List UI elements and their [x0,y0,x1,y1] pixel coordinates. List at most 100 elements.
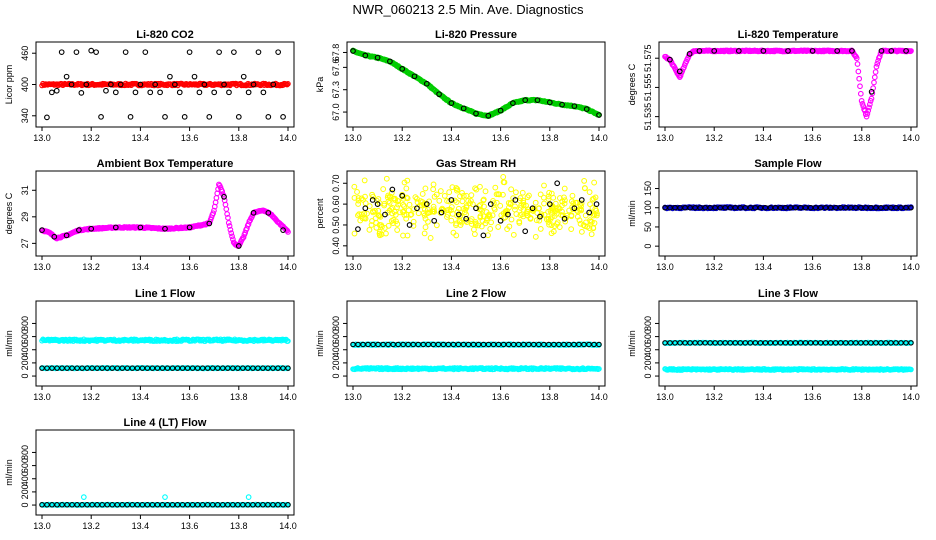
y-tick-label: 29 [20,212,30,222]
data-point [430,206,437,213]
data-point [908,204,914,211]
data-point [662,204,668,211]
data-point [592,194,599,201]
x-tick-label: 13.0 [656,133,674,143]
data-point [167,73,173,80]
data-point [505,211,511,218]
y-tick-label: 400 [20,342,30,357]
data-point [383,175,390,182]
y-tick-label: 800 [20,445,30,460]
data-point [483,217,490,224]
data-point [554,180,561,187]
data-point [76,227,82,233]
y-tick-label: 200 [20,484,30,499]
data-point [73,49,80,56]
data-point [517,195,524,201]
data-point [112,89,119,96]
series-licor_temp [662,47,914,120]
data-point [114,365,121,371]
data-point [888,48,895,54]
data-point [697,340,703,346]
data-point [596,112,602,118]
data-point [250,502,256,508]
data-point [537,213,543,220]
data-point [216,49,222,56]
data-point [546,99,553,106]
data-point [752,340,759,346]
data-point [858,340,864,346]
y-tick-label: 0.70 [331,174,341,192]
data-point [662,340,668,346]
data-point [556,224,563,231]
data-point [777,340,784,346]
data-point [44,502,50,508]
data-point [677,204,683,211]
y-tick-label: 0 [643,374,653,379]
chart-panel: Li-820 Temperature degrees C 13.0 13.2 13.4 1… [627,29,920,143]
data-point [358,211,365,218]
data-point [360,196,366,203]
data-point [368,222,375,228]
x-tick-label: 13.4 [755,262,773,272]
x-tick-label: 14.0 [902,392,920,402]
data-point [211,89,218,96]
data-point [109,365,116,371]
data-point [231,49,237,56]
data-point [385,341,391,348]
data-point [594,210,600,217]
data-point [518,202,525,209]
data-point [420,210,427,216]
data-point [99,502,105,508]
data-point [186,49,193,56]
data-point [863,113,870,120]
data-point [104,502,111,508]
data-point [512,203,518,210]
y-tick-label: 0 [20,503,30,508]
y-axis-label: ml/min [315,330,325,357]
chart-panel: Line 4 (LT) Flow ml/min 13.0 13.2 13.4 13.6 13… [4,417,297,531]
data-point [411,206,417,212]
data-point [422,185,429,192]
data-point [505,341,512,348]
data-point [240,365,246,371]
data-point [235,243,242,249]
data-point [865,107,872,114]
data-point [69,365,75,371]
data-point [448,100,455,106]
y-tick-label: 800 [20,316,30,331]
data-point [707,340,713,346]
data-point [676,68,683,75]
data-point [868,204,874,211]
data-point [451,197,458,204]
x-tick-label: 13.4 [132,133,150,143]
data-point [362,52,369,59]
data-point [545,196,552,202]
y-tick-label: 0.50 [331,216,341,234]
data-point [541,182,547,189]
data-point [436,91,442,98]
data-point [245,494,252,501]
data-point [124,502,131,508]
data-point [374,54,381,61]
y-tick-label: 400 [20,471,30,486]
data-point [677,340,683,346]
y-tick-label: 51.555 [643,74,653,102]
data-point [137,81,144,88]
y-axis-label: degrees C [627,63,637,105]
data-point [392,211,399,218]
data-point [868,88,875,95]
data-point [727,340,734,346]
data-point [522,97,529,103]
data-point [855,68,862,75]
data-point [470,341,477,348]
x-tick-label: 13.0 [656,392,674,402]
data-point [453,222,459,228]
data-point [265,113,272,120]
data-point [576,341,582,348]
data-point [450,229,457,236]
data-point [747,340,754,346]
data-point [79,365,85,371]
data-point [74,502,80,508]
plot-frame [35,170,295,257]
